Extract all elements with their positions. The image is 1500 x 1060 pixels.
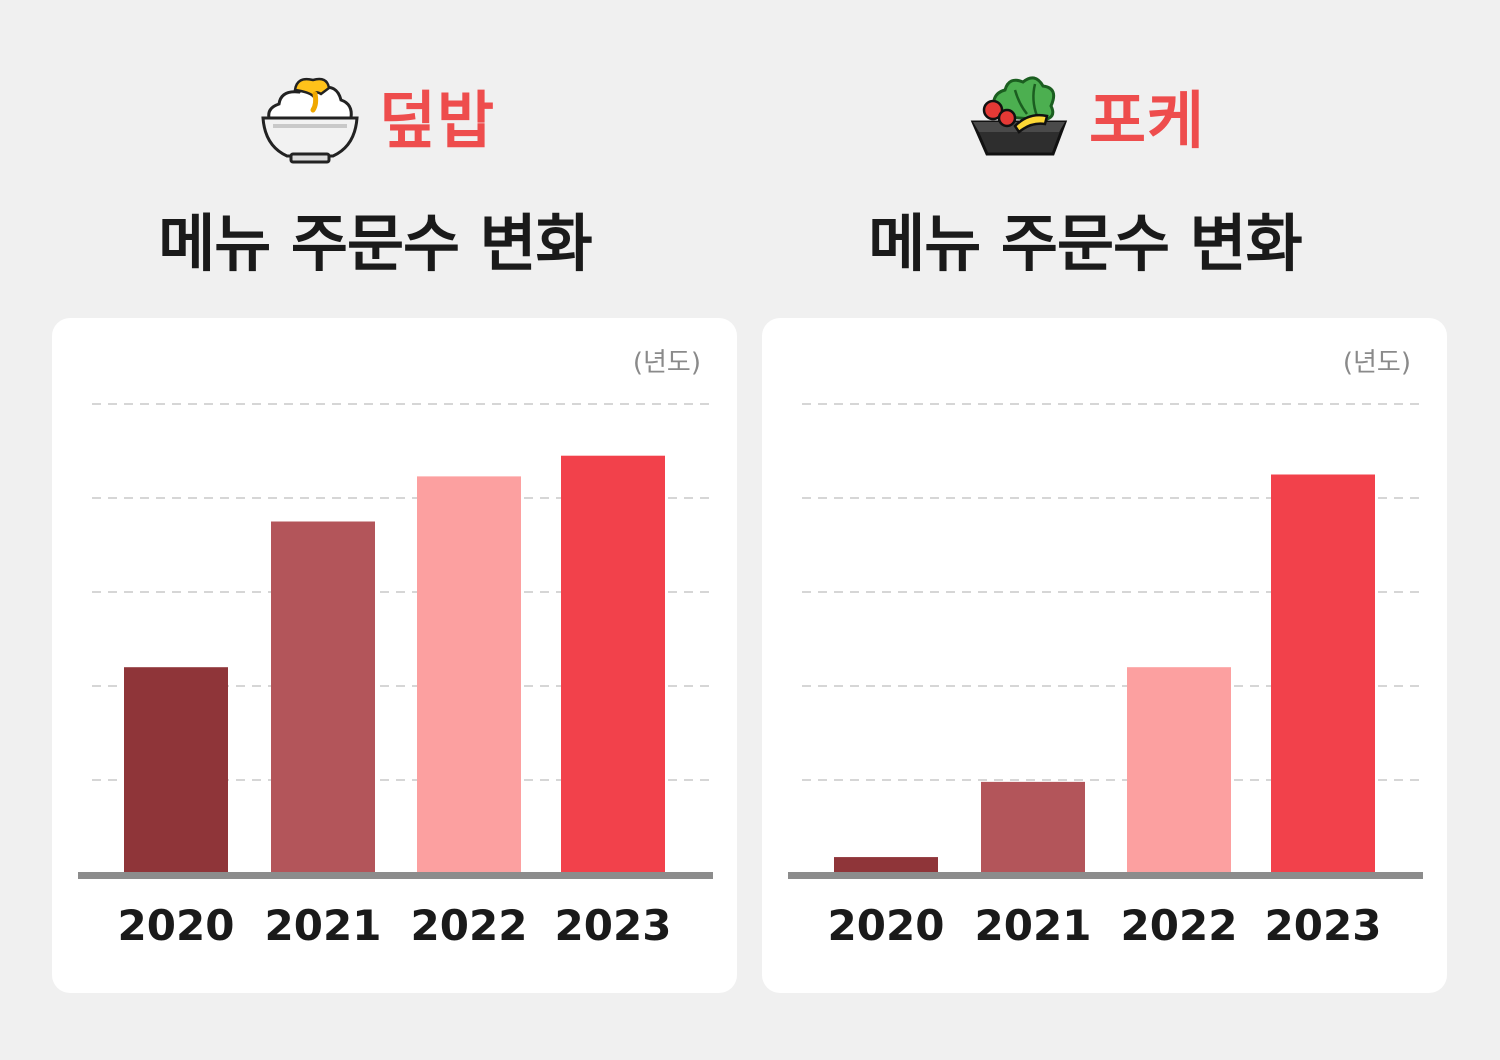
x-tick-label: 2023	[555, 901, 672, 950]
bar-2022	[417, 476, 521, 874]
left-panel: 덮밥 메뉴 주문수 변화 (년도) 2020 2021 2022 2023	[0, 55, 750, 993]
left-header: 덮밥 메뉴 주문수 변화	[0, 55, 750, 283]
salad-bowl-icon	[970, 76, 1068, 156]
x-tick-label: 2021	[975, 901, 1092, 950]
right-header: 포케 메뉴 주문수 변화	[710, 55, 1460, 283]
chart-card: (년도) 2020 2021 2022 2023	[52, 318, 737, 993]
bar-chart-poke: 2020 2021 2022 2023	[788, 403, 1424, 950]
bar-2023	[1271, 474, 1375, 874]
x-tick-label: 2023	[1265, 901, 1382, 950]
x-tick-label: 2020	[828, 901, 945, 950]
x-tick-label: 2021	[265, 901, 382, 950]
rice-bowl-icon	[261, 77, 359, 164]
chart-subtitle: 메뉴 주문수 변화	[868, 207, 1302, 280]
bar-chart-donburi: 2020 2021 2022 2023	[78, 403, 714, 950]
x-tick-label: 2022	[1121, 901, 1238, 950]
x-tick-label: 2022	[411, 901, 528, 950]
bar-2021	[981, 781, 1085, 874]
bar-2021	[271, 521, 375, 874]
x-axis-baseline	[78, 872, 713, 879]
menu-name: 포케	[1088, 84, 1206, 157]
unit-label: (년도)	[632, 348, 701, 378]
bar-2023	[561, 455, 665, 874]
chart-card: (년도) 2020 2021 2022 2023	[762, 318, 1447, 993]
chart-subtitle: 메뉴 주문수 변화	[158, 207, 592, 280]
bar-2020	[124, 667, 228, 874]
x-tick-label: 2020	[118, 901, 235, 950]
right-panel: 포케 메뉴 주문수 변화 (년도) 2020 2021 2022 2023	[710, 0, 1460, 1060]
x-axis-baseline	[788, 872, 1423, 879]
bar-2022	[1127, 667, 1231, 874]
bar-2020	[834, 857, 938, 874]
unit-label: (년도)	[1342, 348, 1411, 378]
menu-name: 덮밥	[378, 84, 496, 157]
